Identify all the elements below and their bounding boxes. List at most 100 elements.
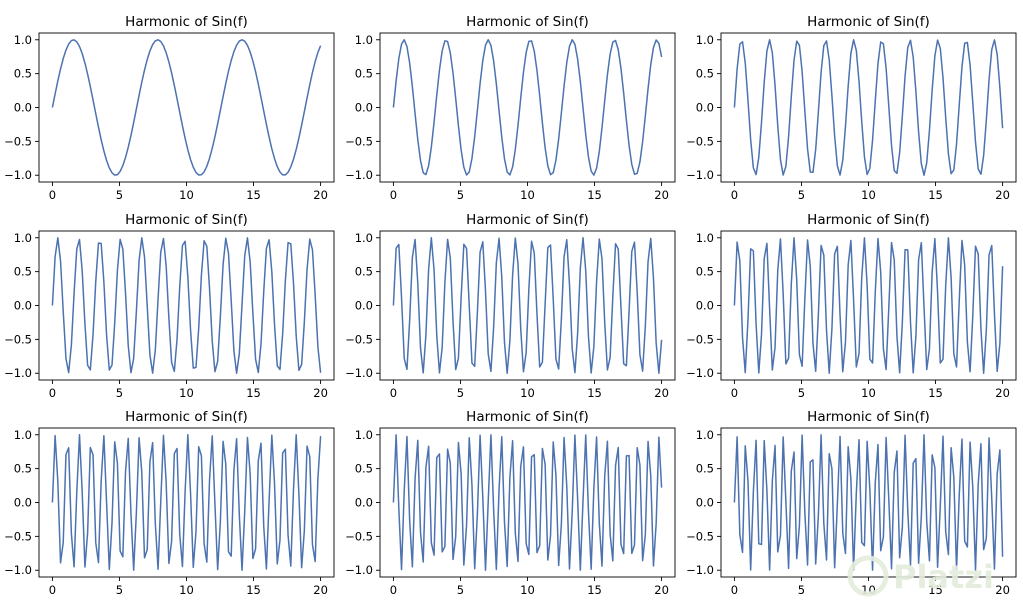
- y-tick-label: −0.5: [4, 134, 32, 148]
- x-tick-label: 20: [654, 386, 669, 400]
- x-tick-label: 20: [995, 188, 1010, 202]
- x-tick-label: 15: [587, 583, 602, 597]
- x-tick-label: 5: [116, 188, 123, 202]
- y-tick-label: −1.0: [345, 168, 373, 182]
- y-tick-label: 1.0: [355, 231, 373, 245]
- x-tick-label: 0: [731, 188, 738, 202]
- y-tick-label: −1.0: [686, 563, 714, 577]
- subplot-4: Harmonic of Sin(f) 0 5 10 15 20 1.0 0.5 0.0 −0.5 −…: [4, 212, 335, 400]
- y-tick-label: −1.0: [4, 168, 32, 182]
- subplot-title: Harmonic of Sin(f): [466, 212, 589, 228]
- y-tick-label: 0.0: [355, 101, 373, 115]
- series-line: [733, 237, 1004, 374]
- y-tick-label: 0.5: [14, 462, 32, 476]
- y-tick-label: 0.5: [14, 265, 32, 279]
- x-tick-label: 20: [313, 188, 328, 202]
- y-tick-label: −0.5: [686, 134, 714, 148]
- x-tick-label: 0: [49, 583, 56, 597]
- subplot-3: Harmonic of Sin(f) 0 5 10 15 20 1.0 0.5 0.0 −0.5 −…: [686, 14, 1017, 202]
- series-line: [51, 237, 322, 374]
- subplot-title: Harmonic of Sin(f): [466, 409, 589, 425]
- x-tick-label: 0: [390, 188, 397, 202]
- x-tick-label: 0: [731, 386, 738, 400]
- x-tick-label: 15: [928, 188, 943, 202]
- subplot-1: Harmonic of Sin(f) 0 5 10 15 20 1.0 0.5 0.0 −0.5 −…: [4, 14, 335, 202]
- subplot-title: Harmonic of Sin(f): [807, 14, 930, 30]
- y-tick-label: −0.5: [4, 332, 32, 346]
- subplot-title: Harmonic of Sin(f): [125, 409, 248, 425]
- y-tick-label: −1.0: [686, 168, 714, 182]
- platzi-logo-icon: [847, 555, 889, 597]
- y-tick-label: 0.5: [355, 462, 373, 476]
- subplot-grid: Harmonic of Sin(f) 0 5 10 15 20 1.0 0.5 0.0 −0.5 −…: [4, 14, 1017, 597]
- x-tick-label: 20: [313, 386, 328, 400]
- x-tick-label: 10: [520, 188, 535, 202]
- y-tick-label: −1.0: [4, 563, 32, 577]
- subplot-title: Harmonic of Sin(f): [466, 14, 589, 30]
- y-tick-label: 0.0: [696, 299, 714, 313]
- y-tick-label: 1.0: [14, 231, 32, 245]
- y-tick-label: 0.5: [355, 265, 373, 279]
- watermark-text: Platzi: [893, 558, 994, 596]
- y-tick-label: 0.0: [355, 496, 373, 510]
- x-tick-label: 0: [731, 583, 738, 597]
- x-tick-label: 15: [246, 188, 261, 202]
- series-line: [51, 39, 322, 176]
- x-tick-label: 5: [798, 386, 805, 400]
- platzi-watermark: Platzi: [847, 555, 994, 597]
- y-tick-label: 1.0: [696, 33, 714, 47]
- series-line: [733, 39, 1004, 176]
- y-tick-label: −0.5: [345, 134, 373, 148]
- y-tick-label: 0.5: [14, 67, 32, 81]
- x-tick-label: 20: [995, 583, 1010, 597]
- y-tick-label: −1.0: [345, 563, 373, 577]
- y-tick-label: −0.5: [345, 332, 373, 346]
- y-tick-label: −0.5: [686, 332, 714, 346]
- x-tick-label: 5: [457, 386, 464, 400]
- y-tick-label: 1.0: [696, 231, 714, 245]
- x-tick-label: 20: [995, 386, 1010, 400]
- y-tick-label: 0.0: [14, 299, 32, 313]
- y-tick-label: 0.5: [696, 265, 714, 279]
- x-tick-label: 5: [798, 583, 805, 597]
- y-tick-label: 0.0: [355, 299, 373, 313]
- x-tick-label: 10: [861, 386, 876, 400]
- x-tick-label: 10: [179, 188, 194, 202]
- subplot-9: Harmonic of Sin(f)0 5 10 15 201.00.50.0−0.5−…: [686, 409, 1017, 597]
- subplot-8: Harmonic of Sin(f) 0 5 10 15 20 1.0 0.5 0.0 −0.5 −…: [345, 409, 676, 597]
- y-tick-label: 0.5: [355, 67, 373, 81]
- y-tick-label: −0.5: [345, 529, 373, 543]
- x-tick-label: 0: [390, 583, 397, 597]
- x-tick-label: 0: [390, 386, 397, 400]
- subplot-title: Harmonic of Sin(f): [125, 14, 248, 30]
- x-tick-label: 15: [587, 386, 602, 400]
- x-tick-label: 10: [179, 386, 194, 400]
- y-tick-label: 1.0: [14, 33, 32, 47]
- x-tick-label: 15: [587, 188, 602, 202]
- y-tick-label: 1.0: [14, 428, 32, 442]
- x-tick-label: 20: [654, 188, 669, 202]
- x-tick-label: 10: [179, 583, 194, 597]
- x-tick-label: 5: [457, 583, 464, 597]
- x-tick-label: 5: [457, 188, 464, 202]
- y-tick-label: −1.0: [345, 366, 373, 380]
- subplot-title: Harmonic of Sin(f): [807, 409, 930, 425]
- y-tick-label: −0.5: [686, 529, 714, 543]
- subplot-7: Harmonic of Sin(f) 0 5 10 15 20 1.0 0.5 0.0 −0.5 −…: [4, 409, 335, 597]
- series-line: [51, 434, 322, 571]
- x-tick-label: 5: [116, 583, 123, 597]
- y-tick-label: 0.5: [696, 67, 714, 81]
- x-tick-label: 15: [246, 386, 261, 400]
- subplot-title: Harmonic of Sin(f): [125, 212, 248, 228]
- x-tick-label: 5: [116, 386, 123, 400]
- x-tick-label: 0: [49, 386, 56, 400]
- subplot-6: Harmonic of Sin(f) 0 5 10 15 20 1.0 0.5 0.0 −0.5 −…: [686, 212, 1017, 400]
- y-tick-label: 0.0: [14, 101, 32, 115]
- axes-frame: [720, 32, 1017, 183]
- x-tick-label: 10: [520, 386, 535, 400]
- series-line: [392, 434, 663, 571]
- x-tick-label: 10: [861, 188, 876, 202]
- x-tick-label: 15: [928, 583, 943, 597]
- subplot-5: Harmonic of Sin(f) 0 5 10 15 20 1.0 0.5 0.0 −0.5 −…: [345, 212, 676, 400]
